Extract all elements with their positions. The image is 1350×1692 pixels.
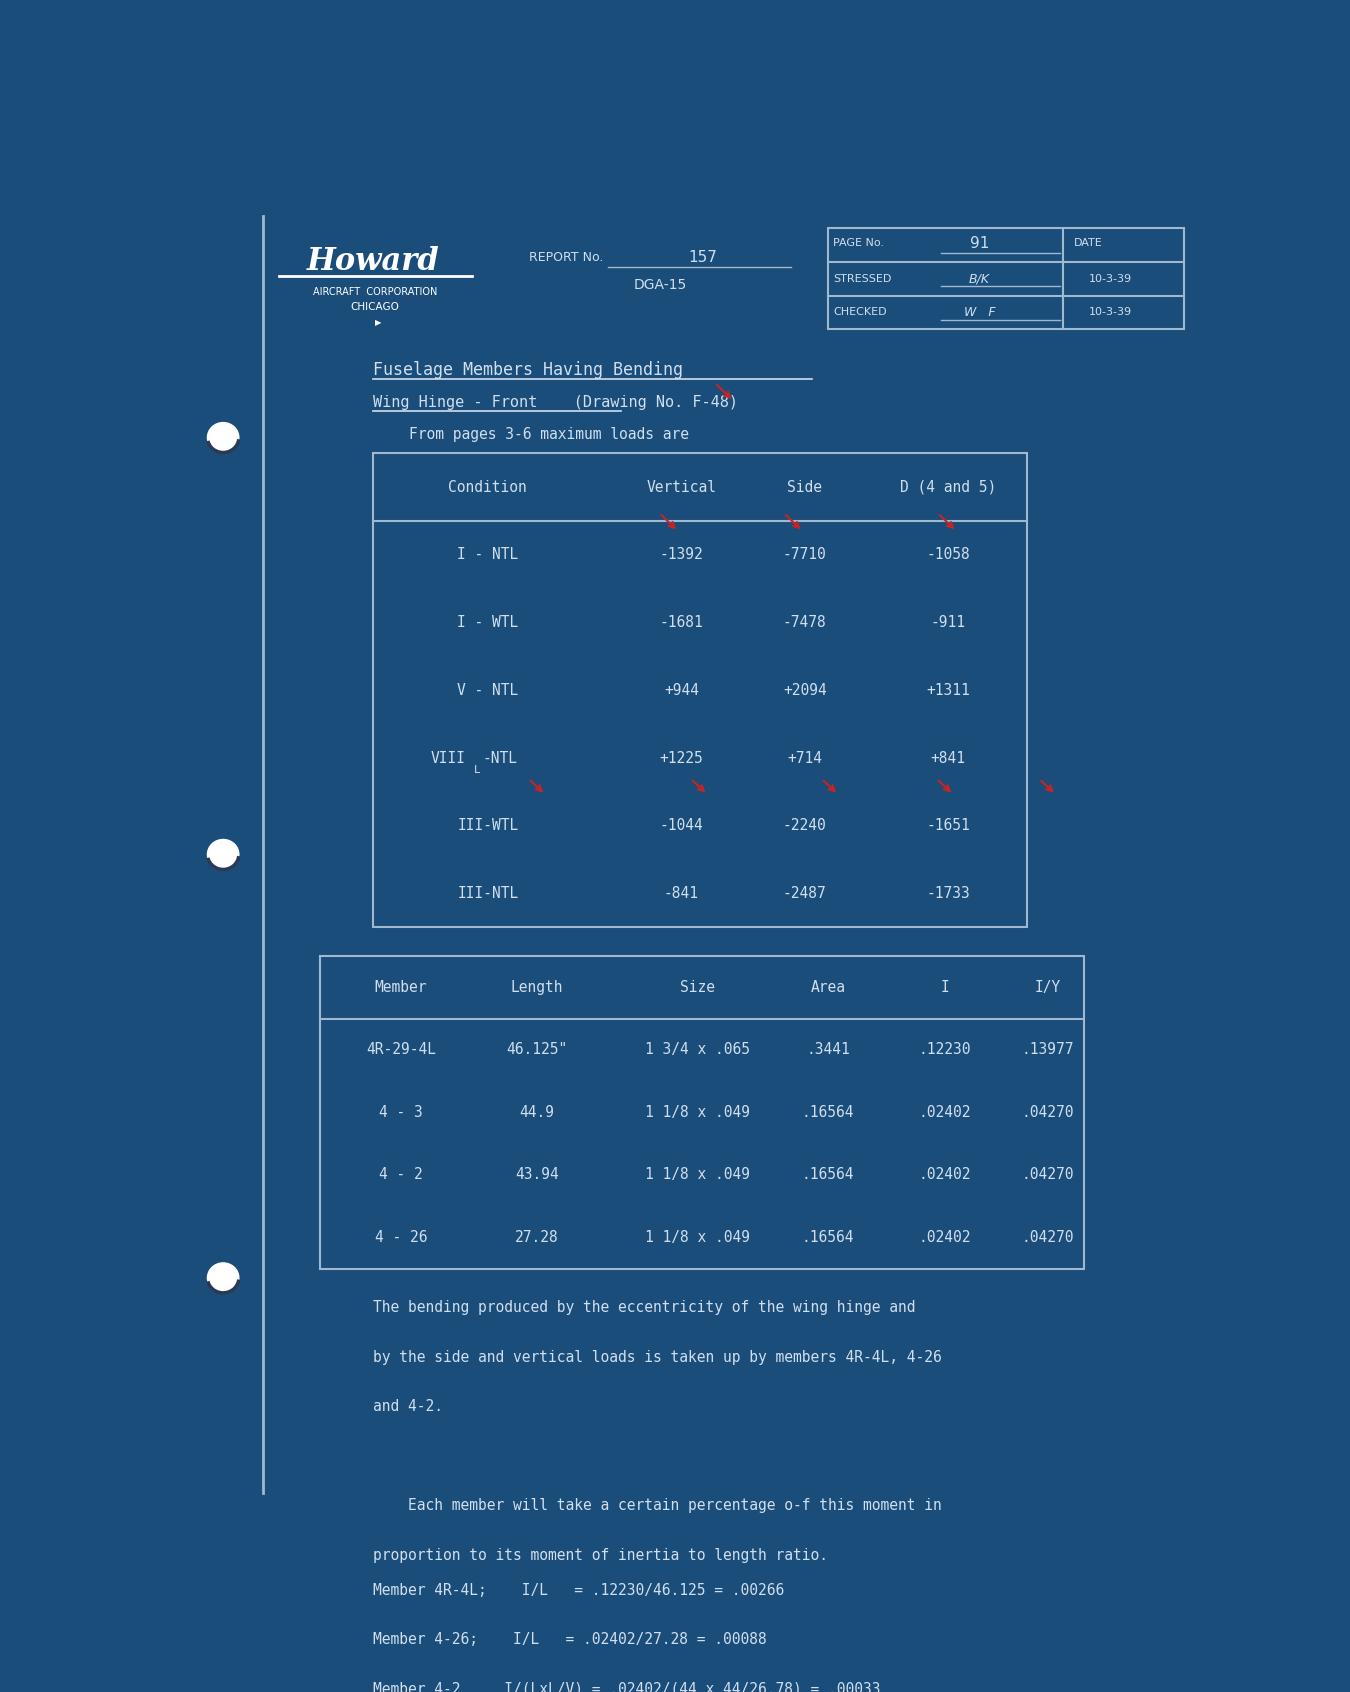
Text: -1058: -1058 bbox=[926, 547, 971, 562]
Text: 43.94: 43.94 bbox=[516, 1167, 559, 1183]
Ellipse shape bbox=[208, 839, 239, 870]
Text: and 4-2.: and 4-2. bbox=[373, 1399, 443, 1415]
Text: .16564: .16564 bbox=[802, 1167, 855, 1183]
Text: Member 4R-4L;    I/L   = .12230/46.125 = .00266: Member 4R-4L; I/L = .12230/46.125 = .002… bbox=[373, 1582, 784, 1597]
Text: 46.125": 46.125" bbox=[506, 1042, 567, 1058]
Text: CHICAGO: CHICAGO bbox=[351, 303, 400, 313]
Text: DGA-15: DGA-15 bbox=[634, 277, 687, 293]
Text: W   F: W F bbox=[964, 306, 995, 320]
Text: .02402: .02402 bbox=[919, 1167, 971, 1183]
Text: L: L bbox=[474, 765, 481, 775]
Text: by the side and vertical loads is taken up by members 4R-4L, 4-26: by the side and vertical loads is taken … bbox=[373, 1350, 941, 1365]
Text: 27.28: 27.28 bbox=[516, 1230, 559, 1245]
Text: 4 - 3: 4 - 3 bbox=[379, 1105, 423, 1120]
Text: 44.9: 44.9 bbox=[520, 1105, 555, 1120]
Text: 4 - 26: 4 - 26 bbox=[375, 1230, 427, 1245]
Text: Member 4-2     I/(LxL/V) = .02402/(44 x 44/26.78) = .00033: Member 4-2 I/(LxL/V) = .02402/(44 x 44/2… bbox=[373, 1682, 880, 1692]
Text: proportion to its moment of inertia to length ratio.: proportion to its moment of inertia to l… bbox=[373, 1548, 828, 1563]
Text: -1392: -1392 bbox=[660, 547, 703, 562]
Text: DATE: DATE bbox=[1073, 239, 1103, 249]
Bar bbox=[828, 228, 1184, 330]
Text: -841: -841 bbox=[664, 887, 699, 902]
Text: .04270: .04270 bbox=[1022, 1167, 1073, 1183]
Text: Length: Length bbox=[510, 980, 563, 995]
Text: .02402: .02402 bbox=[919, 1105, 971, 1120]
Text: I/Y: I/Y bbox=[1034, 980, 1061, 995]
Text: -1651: -1651 bbox=[926, 819, 971, 832]
Text: Size: Size bbox=[679, 980, 714, 995]
Text: .3441: .3441 bbox=[806, 1042, 849, 1058]
Text: ▶: ▶ bbox=[375, 318, 381, 327]
Text: -7710: -7710 bbox=[783, 547, 826, 562]
Text: 4R-29-4L: 4R-29-4L bbox=[366, 1042, 436, 1058]
Text: 10-3-39: 10-3-39 bbox=[1089, 308, 1131, 318]
Text: D (4 and 5): D (4 and 5) bbox=[900, 479, 996, 494]
Ellipse shape bbox=[208, 1262, 239, 1293]
Text: +944: +944 bbox=[664, 684, 699, 697]
Text: B/K: B/K bbox=[969, 272, 990, 286]
Text: V - NTL: V - NTL bbox=[458, 684, 518, 697]
Text: .04270: .04270 bbox=[1022, 1230, 1073, 1245]
Text: -2487: -2487 bbox=[783, 887, 826, 902]
Text: Fuselage Members Having Bending: Fuselage Members Having Bending bbox=[373, 360, 683, 379]
Text: STRESSED: STRESSED bbox=[833, 274, 891, 284]
Text: The bending produced by the eccentricity of the wing hinge and: The bending produced by the eccentricity… bbox=[373, 1301, 915, 1315]
Text: Area: Area bbox=[810, 980, 845, 995]
Text: Howard: Howard bbox=[306, 245, 439, 277]
Text: Member: Member bbox=[375, 980, 427, 995]
Text: I - WTL: I - WTL bbox=[458, 616, 518, 629]
Text: Condition: Condition bbox=[448, 479, 528, 494]
Text: III-NTL: III-NTL bbox=[458, 887, 518, 902]
Text: -2240: -2240 bbox=[783, 819, 826, 832]
Text: Vertical: Vertical bbox=[647, 479, 717, 494]
Text: 4 - 2: 4 - 2 bbox=[379, 1167, 423, 1183]
Text: I - NTL: I - NTL bbox=[458, 547, 518, 562]
Text: Member 4-26;    I/L   = .02402/27.28 = .00088: Member 4-26; I/L = .02402/27.28 = .00088 bbox=[373, 1633, 767, 1646]
Text: Wing Hinge - Front    (Drawing No. F-48): Wing Hinge - Front (Drawing No. F-48) bbox=[373, 394, 737, 409]
Text: +841: +841 bbox=[930, 751, 965, 765]
Bar bbox=[320, 956, 1084, 1269]
Text: .16564: .16564 bbox=[802, 1230, 855, 1245]
Text: Side: Side bbox=[787, 479, 822, 494]
Text: AIRCRAFT  CORPORATION: AIRCRAFT CORPORATION bbox=[313, 286, 437, 296]
Text: 157: 157 bbox=[688, 250, 717, 266]
Text: .04270: .04270 bbox=[1022, 1105, 1073, 1120]
Text: -911: -911 bbox=[930, 616, 965, 629]
Text: -1044: -1044 bbox=[660, 819, 703, 832]
Text: CHECKED: CHECKED bbox=[833, 308, 887, 318]
Text: +1311: +1311 bbox=[926, 684, 971, 697]
Text: -NTL: -NTL bbox=[483, 751, 517, 765]
Text: 1 1/8 x .049: 1 1/8 x .049 bbox=[644, 1230, 749, 1245]
Text: 1 3/4 x .065: 1 3/4 x .065 bbox=[644, 1042, 749, 1058]
Text: -1733: -1733 bbox=[926, 887, 971, 902]
Text: 91: 91 bbox=[969, 235, 990, 250]
Text: .13977: .13977 bbox=[1022, 1042, 1073, 1058]
Text: .02402: .02402 bbox=[919, 1230, 971, 1245]
Bar bbox=[373, 453, 1026, 927]
Text: .16564: .16564 bbox=[802, 1105, 855, 1120]
Ellipse shape bbox=[208, 423, 239, 452]
Text: .12230: .12230 bbox=[919, 1042, 971, 1058]
Text: +714: +714 bbox=[787, 751, 822, 765]
Text: PAGE No.: PAGE No. bbox=[833, 239, 884, 249]
Text: -7478: -7478 bbox=[783, 616, 826, 629]
Text: 10-3-39: 10-3-39 bbox=[1089, 274, 1131, 284]
Text: VIII: VIII bbox=[431, 751, 466, 765]
Text: -1681: -1681 bbox=[660, 616, 703, 629]
Text: III-WTL: III-WTL bbox=[458, 819, 518, 832]
Text: REPORT No.: REPORT No. bbox=[529, 250, 603, 264]
Text: I: I bbox=[941, 980, 949, 995]
Text: 1 1/8 x .049: 1 1/8 x .049 bbox=[644, 1167, 749, 1183]
Text: 1 1/8 x .049: 1 1/8 x .049 bbox=[644, 1105, 749, 1120]
Text: From pages 3-6 maximum loads are: From pages 3-6 maximum loads are bbox=[409, 428, 690, 442]
Text: Each member will take a certain percentage o-f this moment in: Each member will take a certain percenta… bbox=[373, 1499, 941, 1513]
Text: +1225: +1225 bbox=[660, 751, 703, 765]
Text: +2094: +2094 bbox=[783, 684, 826, 697]
